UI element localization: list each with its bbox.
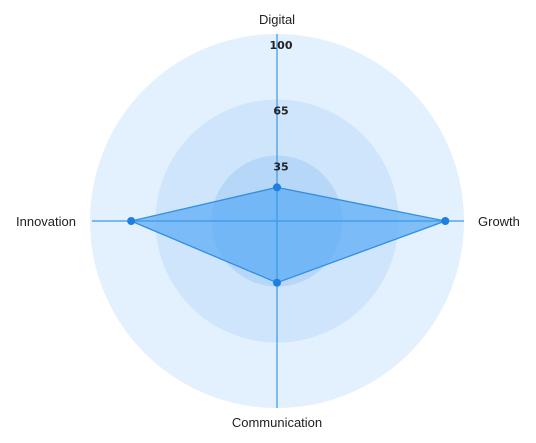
data-points (127, 183, 450, 287)
data-point-communication (273, 278, 281, 287)
axis-label-digital: Digital (259, 12, 295, 27)
tick-labels: 35 65 100 (270, 39, 293, 174)
axis-label-innovation: Innovation (16, 214, 76, 229)
data-point-digital (273, 183, 281, 192)
data-point-growth (441, 217, 450, 225)
tick-label-100: 100 (270, 39, 293, 52)
axis-labels: Digital Growth Communication Innovation (16, 12, 520, 430)
data-point-innovation (127, 217, 136, 225)
axis-label-communication: Communication (232, 415, 322, 430)
radar-axes (92, 34, 464, 408)
axis-label-growth: Growth (478, 214, 520, 229)
tick-label-35: 35 (273, 161, 288, 174)
tick-label-65: 65 (273, 104, 288, 117)
